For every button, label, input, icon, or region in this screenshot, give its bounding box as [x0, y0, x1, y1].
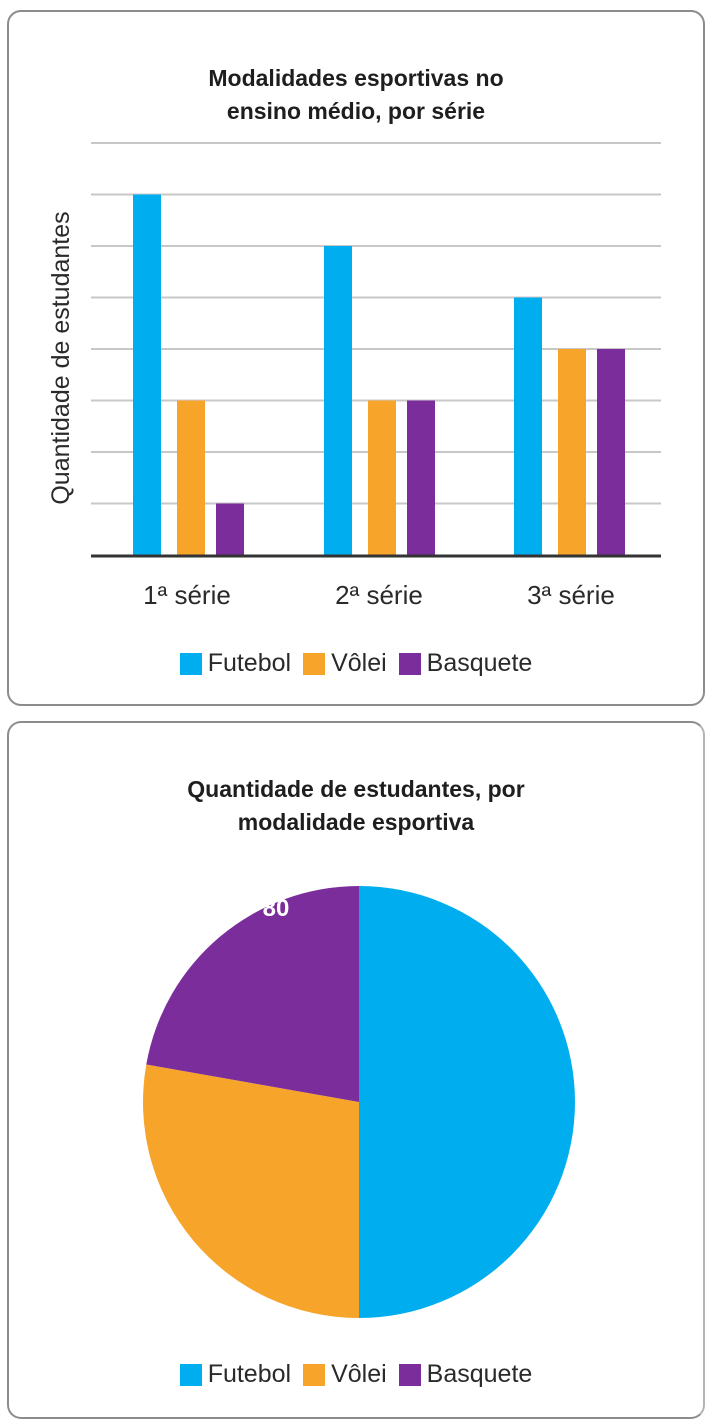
bar-chart-card: Modalidades esportivas no ensino médio, …	[7, 10, 705, 706]
volei-swatch-icon	[303, 1363, 326, 1386]
pie-chart-card: Quantidade de estudantes, por modalidade…	[7, 721, 705, 1419]
bar-basquete-2	[407, 400, 435, 555]
futebol-swatch-icon	[179, 1363, 202, 1386]
pie-chart-title-line1: Quantidade de estudantes, por	[187, 776, 525, 802]
bar-vôlei-2	[368, 400, 396, 555]
bar-vôlei-1	[177, 400, 205, 555]
bar-chart-legend: Futebol Vôlei Basquete	[9, 649, 703, 678]
legend-label: Futebol	[207, 1360, 292, 1388]
bar-futebol-1	[133, 194, 161, 555]
x-tick-label: 3ª série	[527, 580, 615, 610]
pie-chart-title-line2: modalidade esportiva	[237, 809, 475, 835]
bar-chart-title-line2: ensino médio, por série	[226, 98, 486, 124]
bar-chart-title: Modalidades esportivas no ensino médio, …	[9, 62, 703, 128]
legend-label: Basquete	[426, 649, 533, 677]
legend-label: Vôlei	[331, 1360, 387, 1388]
legend-item-volei: Vôlei	[303, 1360, 387, 1389]
bar-futebol-3	[514, 297, 542, 555]
bar-vôlei-3	[558, 349, 586, 555]
legend-item-basquete: Basquete	[398, 649, 533, 678]
bar-chart-title-line1: Modalidades esportivas no	[208, 65, 504, 91]
basquete-swatch-icon	[398, 1363, 421, 1386]
legend-item-volei: Vôlei	[303, 649, 387, 678]
basquete-swatch-icon	[398, 652, 421, 675]
legend-label: Futebol	[207, 649, 292, 677]
pie-slice-volei	[143, 1064, 359, 1318]
y-axis-label: Quantidade de estudantes	[47, 211, 75, 504]
legend-item-futebol: Futebol	[179, 1360, 292, 1389]
bar-chart-plot: Quantidade de estudantes 1ª série 2ª séri…	[47, 142, 661, 610]
legend-item-futebol: Futebol	[179, 649, 292, 678]
bar-futebol-2	[324, 246, 352, 555]
legend-label: Basquete	[426, 1360, 533, 1388]
pie-chart-plot: 80	[143, 886, 575, 1318]
volei-swatch-icon	[303, 652, 326, 675]
bar-basquete-1	[216, 503, 244, 555]
futebol-swatch-icon	[179, 652, 202, 675]
legend-label: Vôlei	[331, 649, 387, 677]
pie-slice-basquete	[146, 886, 359, 1102]
pie-chart-legend: Futebol Vôlei Basquete	[9, 1360, 703, 1389]
pie-slice-value-label: 80	[263, 895, 290, 922]
pie-slice-futebol	[359, 886, 575, 1318]
bar-basquete-3	[597, 349, 625, 555]
pie-chart-title: Quantidade de estudantes, por modalidade…	[9, 773, 703, 839]
x-tick-label: 1ª série	[143, 580, 231, 610]
legend-item-basquete: Basquete	[398, 1360, 533, 1389]
x-tick-label: 2ª série	[335, 580, 423, 610]
